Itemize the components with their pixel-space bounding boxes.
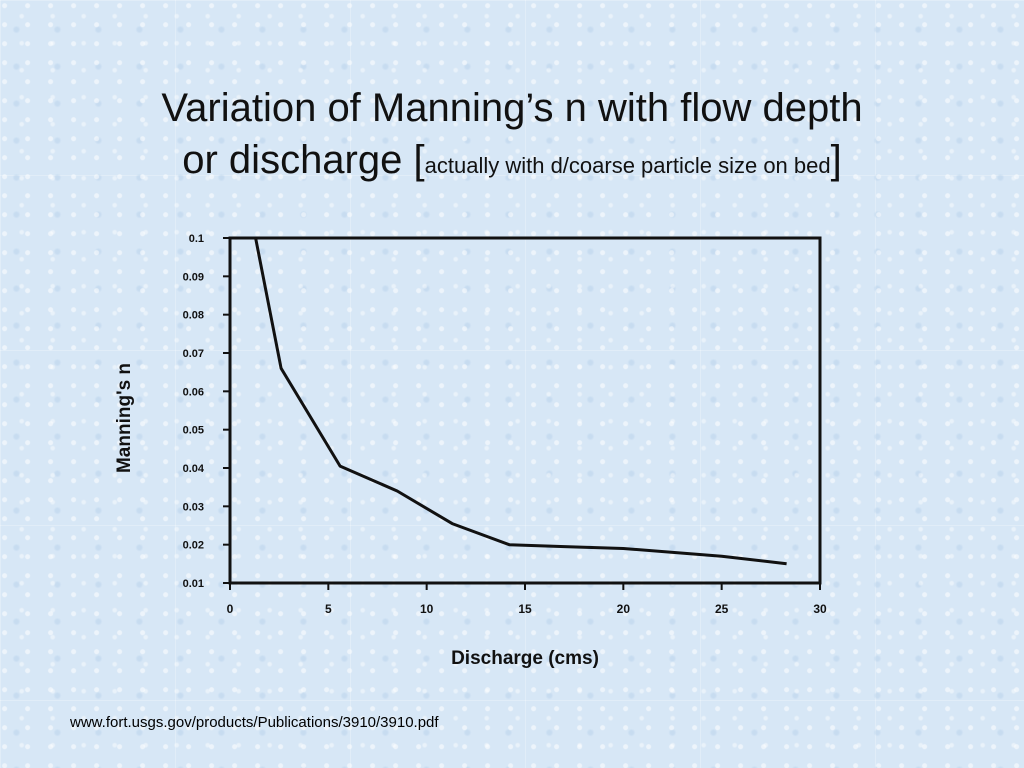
y-tick-label: 0.04: [183, 463, 205, 475]
title-note: actually with d/coarse particle size on …: [424, 153, 831, 178]
x-tick-label: 20: [617, 602, 631, 616]
x-tick-label: 10: [420, 602, 434, 616]
title-bracket-close: ]: [830, 138, 842, 182]
series-layer: [254, 237, 787, 566]
y-tick-label: 0.02: [183, 540, 204, 552]
y-tick-label: 0.07: [183, 348, 204, 360]
series-line: [254, 237, 787, 566]
axes-layer: [228, 236, 822, 585]
source-citation: www.fort.usgs.gov/products/Publications/…: [70, 714, 439, 731]
x-axis-label: Discharge (cms): [451, 648, 599, 669]
y-tick-label: 0.05: [183, 425, 204, 437]
y-axis-label: Manning's n: [114, 363, 135, 473]
x-tick-label: 5: [325, 602, 332, 616]
y-tick-label: 0.06: [183, 386, 204, 398]
x-tick-label: 15: [518, 602, 532, 616]
title-line-2: or discharge [actually with d/coarse par…: [0, 134, 1024, 192]
title-main-text: or discharge: [182, 138, 403, 182]
title-bracket-open: [: [413, 138, 425, 182]
x-tick-label: 0: [227, 602, 234, 616]
y-tick-label: 0.01: [183, 578, 204, 590]
y-tick-label: 0.09: [183, 271, 204, 283]
title-line-1: Variation of Manning’s n with flow depth: [161, 86, 863, 130]
slide-title: Variation of Manning’s n with flow depth…: [0, 82, 1024, 192]
y-tick-label: 0.03: [183, 501, 204, 513]
x-tick-label: 25: [715, 602, 729, 616]
ticks-layer: 0 5 10 15 20 25 30 0.01 0.02 0.03 0.04 0.05 0.06 0.07…: [183, 233, 827, 616]
y-tick-label: 0.08: [183, 310, 204, 322]
plot-frame: [228, 236, 822, 585]
y-tick-label: 0.1: [189, 233, 204, 245]
x-tick-label: 30: [813, 602, 827, 616]
